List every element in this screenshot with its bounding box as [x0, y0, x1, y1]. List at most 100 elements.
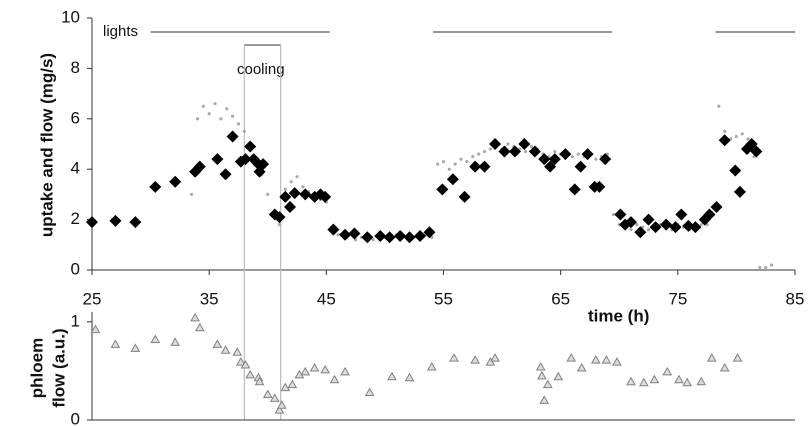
flow-point — [717, 104, 721, 108]
y-axis-title: phloem — [27, 338, 46, 398]
uptake-point — [299, 188, 312, 201]
phloem-point — [340, 366, 350, 376]
flow-point — [236, 122, 241, 126]
phloem-point — [590, 355, 601, 364]
y-axis-title: uptake and flow (mg/s) — [37, 53, 56, 237]
phloem-point — [235, 357, 246, 366]
phloem-point — [449, 353, 459, 362]
phloem-point — [535, 361, 546, 371]
uptake-point — [169, 175, 182, 188]
phloem-point — [130, 343, 141, 352]
flow-point — [213, 102, 217, 106]
uptake-point — [559, 148, 572, 161]
phloem-point — [696, 376, 707, 386]
phloem-point — [566, 353, 577, 362]
uptake-point — [675, 208, 688, 221]
phloem-point — [245, 369, 256, 379]
uptake-point — [469, 160, 482, 173]
flow-point — [570, 155, 574, 159]
uptake-point — [614, 208, 627, 221]
flow-point — [277, 223, 282, 227]
y-tick-label: 8 — [71, 58, 80, 77]
y-tick-label: 1 — [71, 311, 80, 330]
uptake-point — [239, 153, 252, 166]
phloem-point — [232, 347, 243, 356]
uptake-point — [257, 158, 270, 171]
flow-point — [523, 149, 528, 154]
flow-point — [576, 152, 580, 156]
uptake-point — [109, 214, 122, 227]
y-tick-label: 6 — [71, 108, 80, 127]
uptake-point — [383, 231, 396, 244]
y-tick-label: 10 — [61, 7, 80, 26]
flow-point — [301, 185, 305, 189]
x-tick-label: 75 — [668, 289, 687, 308]
phloem-point — [490, 353, 500, 362]
y-tick-label: 2 — [71, 209, 80, 228]
flow-point — [289, 180, 293, 184]
phloem-point — [254, 376, 265, 386]
annotation-label: cooling — [237, 61, 285, 78]
uptake-point — [446, 173, 459, 186]
phloem-point — [662, 366, 673, 376]
uptake-point — [710, 201, 723, 213]
uptake-point — [423, 226, 436, 239]
uptake-point — [244, 140, 257, 153]
uptake-point — [394, 229, 407, 242]
phloem-point — [220, 345, 231, 354]
uptake-point — [193, 160, 206, 173]
phloem-point — [212, 339, 223, 348]
phloem-point — [649, 374, 660, 384]
phloem-point — [576, 362, 587, 372]
phloem-point — [170, 337, 181, 346]
y-tick-label: 0 — [71, 409, 80, 426]
flow-point — [459, 157, 463, 161]
uptake-point — [649, 221, 662, 234]
flow-point — [699, 223, 703, 227]
uptake-point — [273, 211, 286, 224]
uptake-point — [642, 213, 655, 226]
uptake-point — [361, 231, 374, 244]
flow-point — [283, 187, 287, 191]
flow-point — [646, 228, 651, 232]
phloem-point — [194, 322, 205, 332]
x-tick-label: 25 — [83, 289, 102, 308]
uptake-point — [518, 138, 531, 150]
uptake-point — [149, 180, 162, 193]
uptake-point — [634, 226, 647, 239]
uptake-point — [703, 208, 716, 221]
flow-point — [453, 162, 457, 166]
phloem-point — [280, 382, 291, 392]
uptake-point — [284, 201, 297, 213]
phloem-point — [682, 377, 693, 387]
phloem-point — [269, 393, 280, 402]
flow-point — [758, 265, 762, 270]
x-axis-title: time (h) — [588, 306, 649, 325]
x-tick-label: 35 — [200, 289, 219, 308]
uptake-point — [508, 145, 521, 158]
flow-point — [441, 160, 446, 164]
uptake-point — [528, 145, 541, 158]
uptake-point — [403, 231, 416, 244]
uptake-point — [593, 180, 606, 193]
uptake-point — [374, 229, 387, 242]
phloem-point — [706, 353, 717, 362]
flow-point — [207, 112, 211, 116]
phloem-point — [190, 312, 200, 322]
flow-point — [336, 233, 340, 237]
flow-point — [219, 117, 223, 121]
flow-point — [371, 238, 375, 242]
uptake-point — [86, 216, 98, 229]
flow-point — [488, 147, 492, 151]
uptake-point — [279, 190, 292, 203]
uptake-point — [599, 153, 612, 166]
phloem-point — [300, 366, 311, 376]
uptake-point — [288, 187, 301, 200]
uptake-point — [544, 160, 557, 173]
uptake-point — [414, 229, 427, 242]
uptake-point — [498, 145, 511, 158]
phloem-point — [320, 364, 331, 374]
uptake-point — [436, 183, 449, 196]
phloem-point — [539, 395, 550, 404]
